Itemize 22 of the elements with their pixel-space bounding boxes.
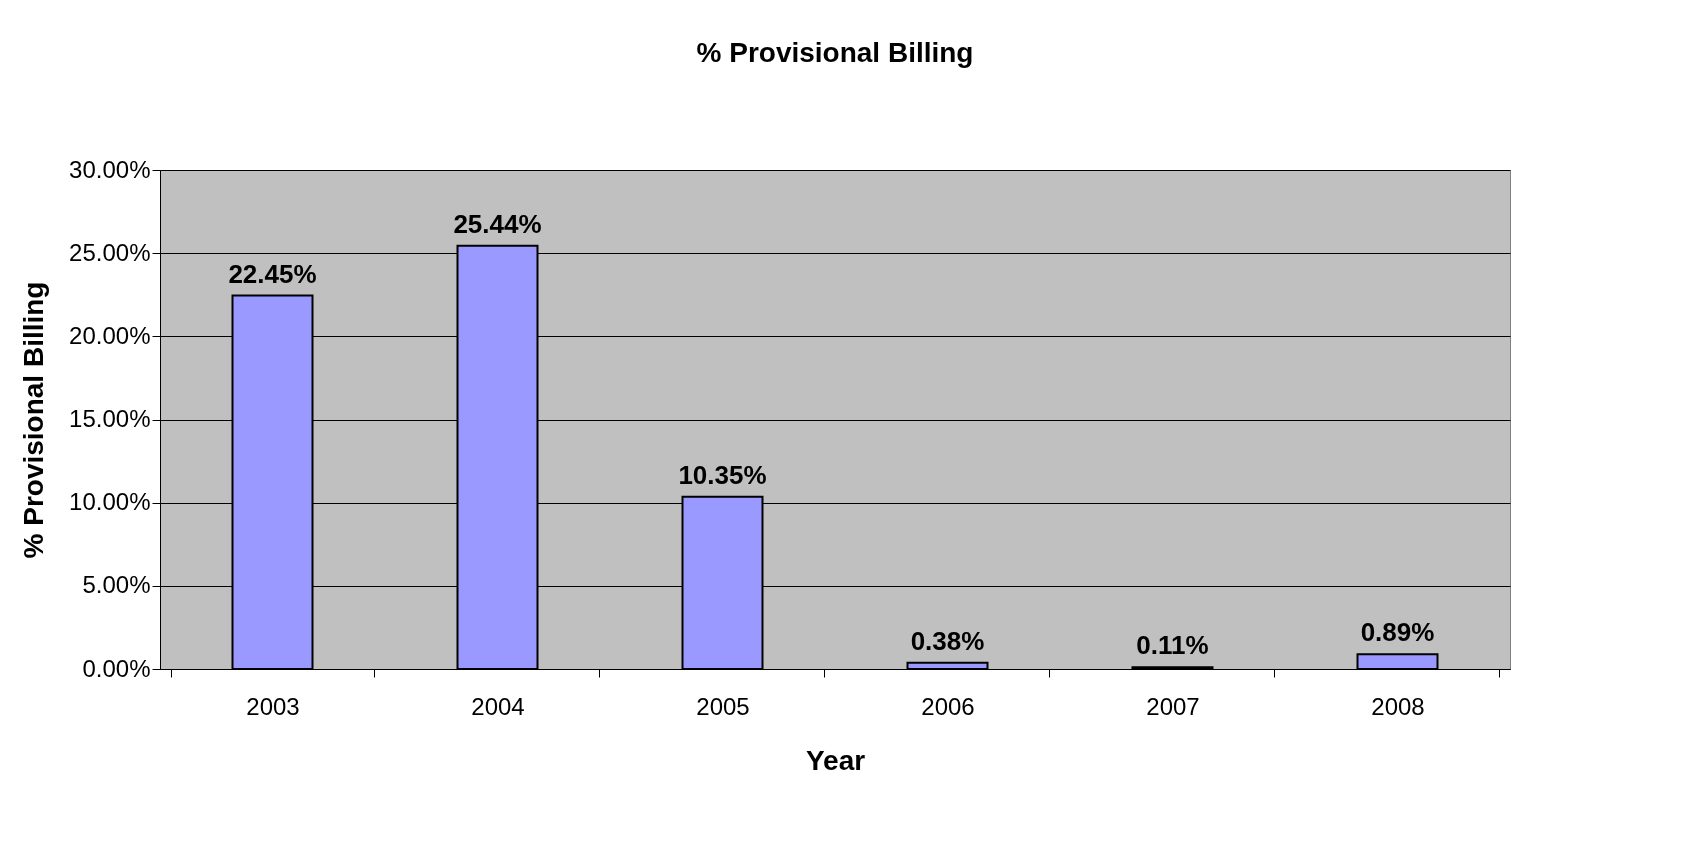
x-tick-label: 2004	[471, 692, 525, 720]
chart-title: % Provisional Billing	[696, 37, 974, 68]
y-tick-label: 5.00%	[82, 571, 151, 599]
x-tick-label: 2003	[246, 692, 300, 720]
y-tick-label: 10.00%	[69, 488, 151, 516]
data-label: 0.11%	[1136, 630, 1209, 661]
y-tick-label: 15.00%	[69, 405, 151, 432]
data-label: 0.38%	[910, 625, 985, 656]
y-tick-label: 20.00%	[69, 321, 151, 349]
y-tick-label: 30.00%	[69, 155, 151, 183]
data-label: 10.35%	[678, 459, 767, 490]
x-axis-title: Year	[805, 744, 866, 776]
y-tick-label: 25.00%	[69, 238, 151, 266]
x-tick-label: 2008	[1371, 692, 1425, 720]
y-tick-label: 0.00%	[82, 654, 151, 682]
data-label: 25.44%	[453, 208, 542, 239]
data-label: 0.89%	[1360, 617, 1435, 648]
data-label: 22.45%	[228, 258, 317, 289]
x-tick-label: 2006	[921, 692, 975, 720]
y-axis-title: % Provisional Billing	[18, 281, 50, 559]
x-tick-label: 2007	[1146, 692, 1200, 720]
x-tick-label: 2005	[696, 692, 750, 720]
